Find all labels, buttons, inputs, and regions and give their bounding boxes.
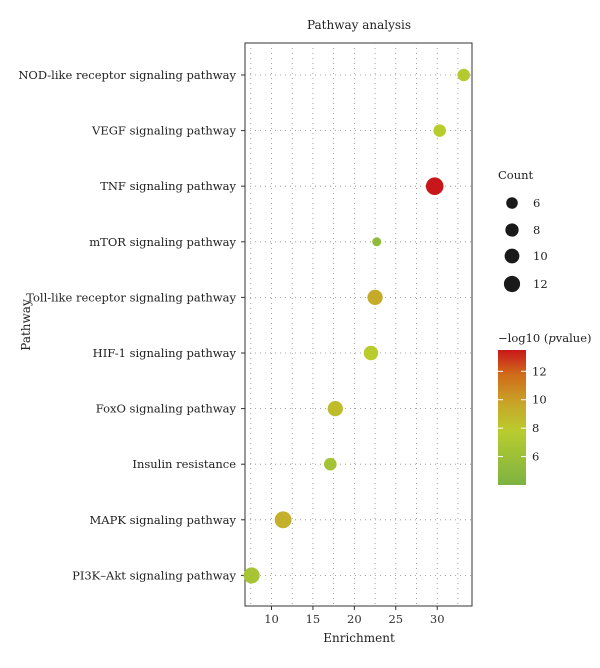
y-category-label: PI3K–Akt signaling pathway: [72, 568, 236, 582]
y-category-label: mTOR signaling pathway: [89, 235, 236, 249]
data-points: [243, 68, 470, 584]
x-axis-ticks: 10 15 20 25 30: [264, 606, 445, 626]
data-point: [243, 567, 260, 584]
color-legend-tick-label: 8: [532, 421, 539, 435]
size-legend-marker: [506, 197, 518, 209]
color-legend-title-italic: p: [548, 331, 556, 345]
x-tick-label: 30: [430, 612, 445, 626]
x-tick-label: 20: [347, 612, 362, 626]
y-category-label: VEGF signaling pathway: [91, 124, 236, 138]
y-category-label: FoxO signaling pathway: [96, 402, 237, 416]
data-point: [324, 457, 337, 471]
data-point: [367, 289, 383, 306]
chart-title: Pathway analysis: [307, 18, 411, 32]
size-legend-marker: [505, 223, 519, 237]
color-legend-tick-label: 6: [532, 450, 539, 464]
y-category-label: NOD-like receptor signaling pathway: [18, 68, 236, 82]
size-legend-marker: [503, 275, 521, 293]
color-legend-ticks: 6 8 10 12: [498, 364, 547, 464]
color-legend-title: −log10 (pvalue): [498, 331, 591, 345]
size-legend-marker: [504, 248, 520, 264]
x-tick-label: 15: [306, 612, 321, 626]
y-axis-title: Pathway: [19, 299, 33, 351]
size-legend-label: 8: [533, 223, 540, 237]
y-category-label: Toll-like receptor signaling pathway: [26, 290, 236, 304]
color-legend-bar: [498, 350, 526, 485]
color-legend: −log10 (pvalue) 6 8 10 12: [498, 331, 591, 485]
y-category-label: MAPK signaling pathway: [90, 513, 237, 527]
color-legend-tick-label: 10: [532, 393, 547, 407]
y-category-label: HIF-1 signaling pathway: [93, 346, 237, 360]
data-point: [363, 345, 379, 361]
size-legend-label: 12: [533, 277, 548, 291]
x-tick-label: 25: [388, 612, 403, 626]
data-point: [327, 400, 343, 417]
x-tick-label: 10: [264, 612, 279, 626]
x-axis-title: Enrichment: [323, 631, 395, 645]
y-axis-category-labels: NOD-like receptor signaling pathway VEGF …: [18, 68, 245, 582]
size-legend-label: 6: [533, 196, 540, 210]
size-legend-label: 10: [533, 249, 548, 263]
data-point: [274, 511, 292, 529]
size-legend-items: 6 8 10 12: [503, 196, 548, 293]
data-point: [372, 237, 382, 247]
size-legend-title: Count: [498, 168, 534, 182]
size-legend: Count 6 8 10 12: [498, 168, 548, 293]
data-point: [425, 177, 444, 195]
data-point: [457, 68, 470, 82]
y-category-label: Insulin resistance: [132, 457, 236, 471]
color-legend-title-suffix: value): [555, 331, 592, 345]
y-category-label: TNF signaling pathway: [100, 179, 236, 193]
color-legend-title-prefix: −log10 (: [498, 331, 548, 345]
color-legend-tick-label: 12: [532, 364, 547, 378]
data-point: [433, 124, 446, 137]
